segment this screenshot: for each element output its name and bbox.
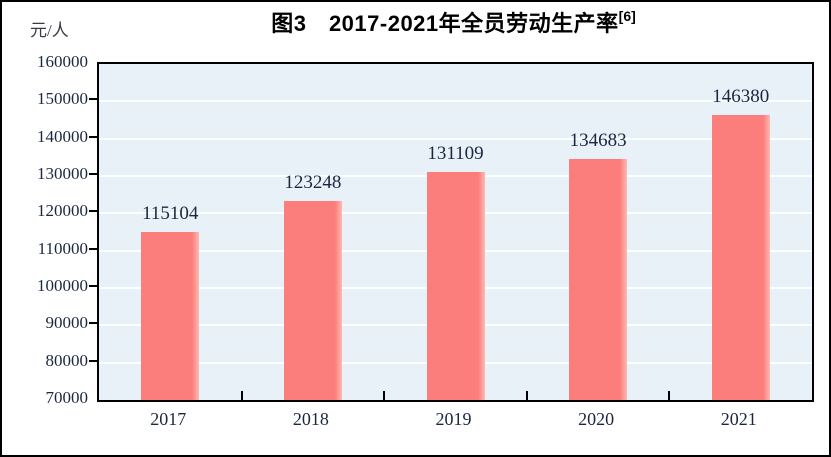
y-axis-tick-label: 80000 xyxy=(45,350,89,370)
gridline xyxy=(99,137,812,140)
chart-title-footnote-marker: [6] xyxy=(618,7,636,24)
chart-title-text: 图3 2017-2021年全员劳动生产率 xyxy=(271,11,619,36)
bar-2017 xyxy=(141,231,200,400)
plot-area: 115104 123248 131109 134683 146380 xyxy=(97,62,814,402)
bar-2019 xyxy=(426,171,485,400)
y-axis-tick-label: 130000 xyxy=(37,164,88,183)
y-axis-tick-label: 110000 xyxy=(37,238,88,258)
x-axis-tick-mark xyxy=(525,391,528,400)
bar-value-label: 123248 xyxy=(284,172,342,194)
y-axis-tick-mark xyxy=(89,173,97,175)
bar-2020 xyxy=(569,158,628,400)
y-axis-tick-mark xyxy=(89,247,97,250)
x-axis-tick-mark xyxy=(668,391,671,400)
y-axis-tick-label: 100000 xyxy=(37,276,88,295)
y-axis-tick-mark xyxy=(89,98,97,101)
x-axis-tick-label: 2017 xyxy=(150,409,187,429)
bar-value-label: 131109 xyxy=(427,142,484,164)
bar-value-label: 146380 xyxy=(712,85,770,107)
y-axis-tick-label: 70000 xyxy=(45,388,89,407)
y-axis-tick-label: 150000 xyxy=(37,89,88,109)
y-axis-tick-mark xyxy=(89,135,97,138)
y-axis-tick-label: 120000 xyxy=(37,201,88,221)
y-axis-tick-label: 160000 xyxy=(37,52,88,71)
y-axis-tick-label: 90000 xyxy=(45,313,89,333)
y-axis-tick-mark xyxy=(89,285,97,287)
bar-2021 xyxy=(711,114,770,400)
x-axis-tick-label: 2020 xyxy=(578,409,615,429)
x-axis-tick-label: 2019 xyxy=(435,409,472,429)
x-axis-tick-mark xyxy=(383,391,386,400)
y-axis-tick-mark xyxy=(89,359,97,362)
y-axis-tick-mark xyxy=(89,210,97,213)
bar-value-label: 115104 xyxy=(142,202,199,224)
y-axis-tick-mark xyxy=(89,322,97,325)
x-axis-tick-label: 2021 xyxy=(720,409,757,429)
bar-2018 xyxy=(283,201,342,400)
chart-title: 图3 2017-2021年全员劳动生产率[6] xyxy=(97,6,810,38)
bar-value-label: 134683 xyxy=(569,129,627,151)
gridline xyxy=(99,100,812,103)
x-axis-tick-label: 2018 xyxy=(292,409,329,429)
y-axis-unit-label: 元/人 xyxy=(30,21,69,40)
x-axis-tick-mark xyxy=(240,391,243,400)
y-axis-tick-label: 140000 xyxy=(37,126,88,146)
